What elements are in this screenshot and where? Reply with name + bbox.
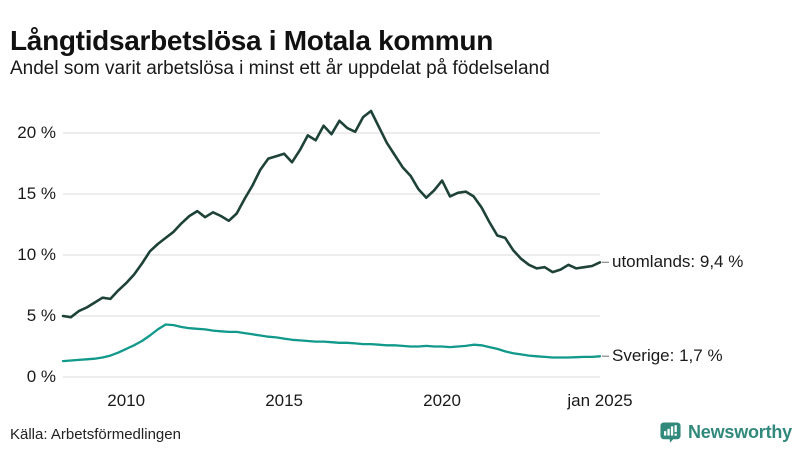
newsworthy-bar-chart-bubble-icon [660,422,681,443]
y-tick-label: 15 % [17,184,56,203]
x-tick-label: 2020 [423,391,461,410]
y-tick-label: 20 % [17,123,56,142]
newsworthy-logo: Newsworthy [659,421,792,444]
x-tick-label: 2015 [265,391,304,410]
series-end-label-utomlands: utomlands: 9,4 % [612,252,744,272]
y-tick-label: 0 % [26,367,56,386]
y-tick-label: 5 % [26,306,56,325]
series-line-sverige [61,323,602,363]
newsworthy-wordmark: Newsworthy [687,422,792,442]
x-tick-label: jan 2025 [567,391,633,410]
series-end-label-sverige: Sverige: 1,7 % [612,346,723,366]
y-tick-label: 10 % [17,245,56,264]
chart-subtitle: Andel som varit arbetslösa i minst ett å… [10,58,550,79]
page-title: Långtidsarbetslösa i Motala kommun [10,24,493,56]
source-attribution: Källa: Arbetsförmedlingen [10,426,181,443]
x-tick-label: 2010 [107,391,146,410]
series-line-utomlands [61,109,602,319]
